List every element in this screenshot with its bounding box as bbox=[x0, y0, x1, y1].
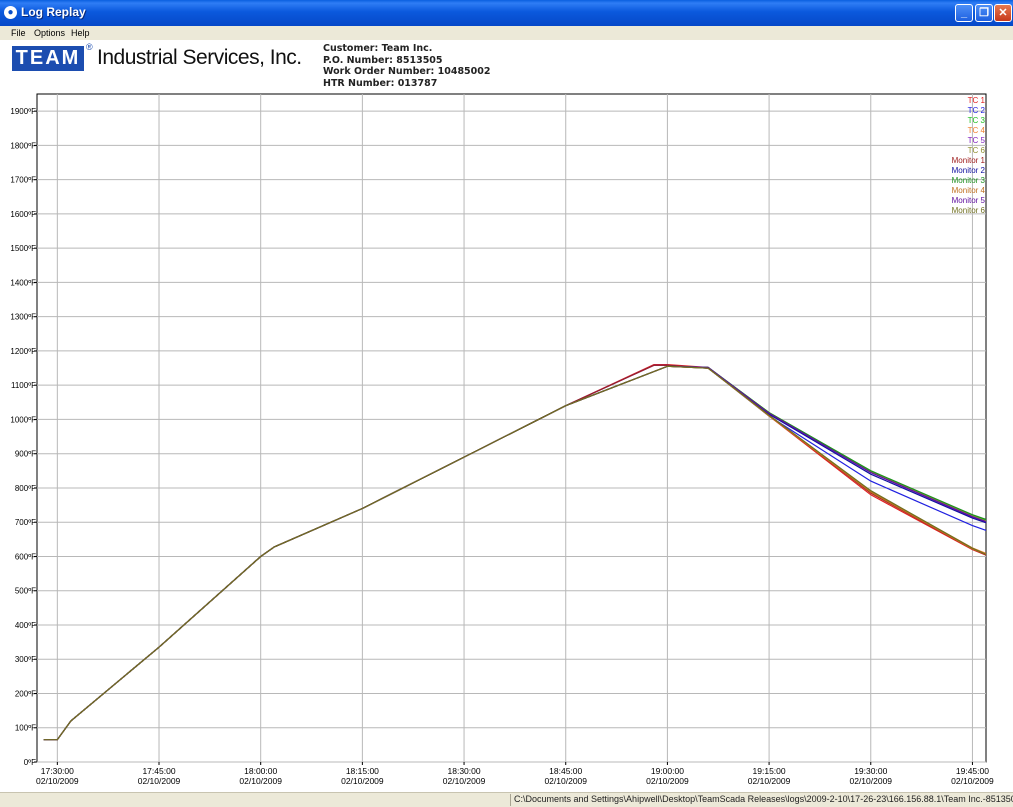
job-info: Customer: Team Inc. P.O. Number: 8513505… bbox=[323, 43, 491, 89]
company-name: Industrial Services, Inc. bbox=[97, 46, 302, 69]
y-tick-label: 1100ºF bbox=[11, 381, 36, 390]
y-tick-label: 500ºF bbox=[15, 587, 36, 596]
close-button[interactable]: ✕ bbox=[994, 4, 1012, 22]
y-tick-label: 1500ºF bbox=[10, 244, 36, 253]
series-line bbox=[43, 365, 986, 741]
y-tick-label: 800ºF bbox=[15, 484, 36, 493]
temperature-chart: 0ºF 100ºF 200ºF 300ºF 400ºF 500ºF 600ºF 700ºF 80… bbox=[10, 93, 994, 786]
y-tick-label: 1600ºF bbox=[10, 210, 36, 219]
y-tick-label: 100ºF bbox=[15, 724, 36, 733]
y-tick-label: 1900ºF bbox=[10, 107, 36, 116]
y-tick-label: 1200ºF bbox=[10, 347, 36, 356]
x-tick-time-label: 18:30:00 bbox=[448, 766, 481, 776]
x-tick-date-label: 02/10/2009 bbox=[138, 776, 181, 786]
minimize-button[interactable]: _ bbox=[955, 4, 973, 22]
x-tick-date-label: 02/10/2009 bbox=[951, 776, 994, 786]
y-tick-label: 0ºF bbox=[24, 758, 36, 767]
y-tick-label: 1300ºF bbox=[10, 313, 36, 322]
x-tick-date-label: 02/10/2009 bbox=[239, 776, 282, 786]
app-icon[interactable]: ● bbox=[4, 6, 17, 19]
x-tick-date-label: 02/10/2009 bbox=[341, 776, 384, 786]
y-tick-label: 700ºF bbox=[15, 518, 36, 527]
legend-entry: TC 3 bbox=[968, 116, 986, 125]
work-order-line: Work Order Number: 10485002 bbox=[323, 66, 491, 77]
customer-line: Customer: Team Inc. bbox=[323, 43, 433, 54]
legend-entry: TC 2 bbox=[968, 106, 986, 115]
x-tick-time-label: 19:45:00 bbox=[956, 766, 989, 776]
menu-bar: File Options Help bbox=[0, 26, 1013, 40]
x-tick-time-label: 19:30:00 bbox=[854, 766, 887, 776]
menu-options[interactable]: Options bbox=[34, 28, 66, 38]
series-group bbox=[43, 364, 986, 741]
x-tick-time-label: 17:30:00 bbox=[41, 766, 74, 776]
y-tick-label: 1000ºF bbox=[10, 415, 36, 424]
x-tick-date-label: 02/10/2009 bbox=[646, 776, 689, 786]
htr-number-line: HTR Number: 013787 bbox=[323, 77, 438, 89]
x-tick-time-label: 19:15:00 bbox=[753, 766, 786, 776]
log-file-path: C:\Documents and Settings\Ahipwell\Deskt… bbox=[514, 794, 1013, 804]
y-tick-label: 300ºF bbox=[15, 655, 36, 664]
x-tick-time-label: 19:00:00 bbox=[651, 766, 684, 776]
y-tick-label: 900ºF bbox=[15, 450, 36, 459]
legend-entry: TC 6 bbox=[968, 146, 986, 155]
menu-file[interactable]: File bbox=[11, 28, 26, 38]
maximize-button[interactable]: ❐ bbox=[975, 4, 993, 22]
plot-area bbox=[36, 93, 987, 763]
legend-entry: TC 1 bbox=[968, 96, 986, 105]
y-tick-label: 1800ºF bbox=[10, 141, 36, 150]
x-tick-date-label: 02/10/2009 bbox=[544, 776, 587, 786]
legend-entry: TC 5 bbox=[968, 136, 986, 145]
legend-entry: Monitor 2 bbox=[952, 166, 986, 175]
legend-entry: Monitor 4 bbox=[952, 186, 986, 195]
title-bar: ● Log Replay _ ❐ ✕ bbox=[0, 0, 1013, 26]
y-tick-label: 600ºF bbox=[15, 552, 36, 561]
x-tick-time-label: 18:15:00 bbox=[346, 766, 379, 776]
po-number-line: P.O. Number: 8513505 bbox=[323, 54, 443, 66]
x-tick-time-label: 18:45:00 bbox=[549, 766, 582, 776]
y-tick-label: 200ºF bbox=[15, 689, 36, 698]
status-bar: C:\Documents and Settings\Ahipwell\Deskt… bbox=[0, 792, 1013, 807]
x-tick-time-label: 18:00:00 bbox=[244, 766, 277, 776]
legend-entry: TC 4 bbox=[968, 126, 986, 135]
team-logo: TEAM bbox=[12, 46, 84, 71]
y-tick-label: 1700ºF bbox=[10, 176, 36, 185]
legend-entry: Monitor 5 bbox=[952, 196, 986, 205]
report-header: TEAM ® Industrial Services, Inc. Custome… bbox=[0, 40, 1013, 92]
x-tick-date-label: 02/10/2009 bbox=[36, 776, 79, 786]
y-tick-label: 400ºF bbox=[15, 621, 36, 630]
x-tick-time-label: 17:45:00 bbox=[142, 766, 175, 776]
status-separator bbox=[510, 794, 511, 806]
menu-help[interactable]: Help bbox=[71, 28, 90, 38]
legend-entry: Monitor 1 bbox=[952, 156, 986, 165]
y-tick-label: 1400ºF bbox=[10, 278, 36, 287]
legend-entry: Monitor 6 bbox=[952, 206, 986, 215]
registered-mark: ® bbox=[86, 42, 93, 52]
x-tick-date-label: 02/10/2009 bbox=[849, 776, 892, 786]
x-tick-date-label: 02/10/2009 bbox=[748, 776, 791, 786]
legend-entry: Monitor 3 bbox=[952, 176, 986, 185]
window-title: Log Replay bbox=[21, 5, 86, 19]
x-tick-date-label: 02/10/2009 bbox=[443, 776, 486, 786]
